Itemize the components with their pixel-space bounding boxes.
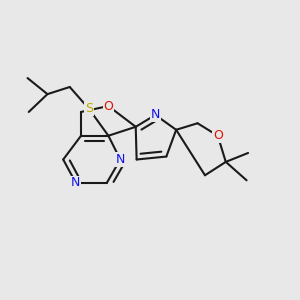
Text: O: O [103, 100, 113, 112]
Text: O: O [213, 129, 223, 142]
Text: S: S [85, 103, 93, 116]
Text: N: N [151, 108, 160, 122]
Text: N: N [116, 153, 125, 166]
Text: N: N [71, 176, 80, 189]
